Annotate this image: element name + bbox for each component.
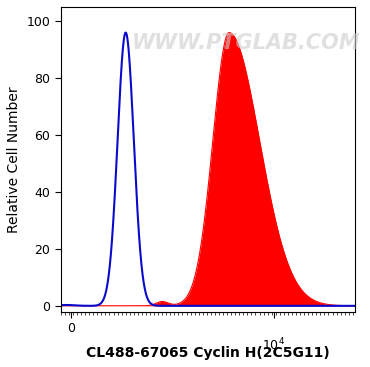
Text: $10^4$: $10^4$ xyxy=(262,337,285,354)
Text: WWW.PTGLAB.COM: WWW.PTGLAB.COM xyxy=(132,33,360,54)
X-axis label: CL488-67065 Cyclin H(2C5G11): CL488-67065 Cyclin H(2C5G11) xyxy=(86,346,330,360)
Y-axis label: Relative Cell Number: Relative Cell Number xyxy=(7,86,21,233)
